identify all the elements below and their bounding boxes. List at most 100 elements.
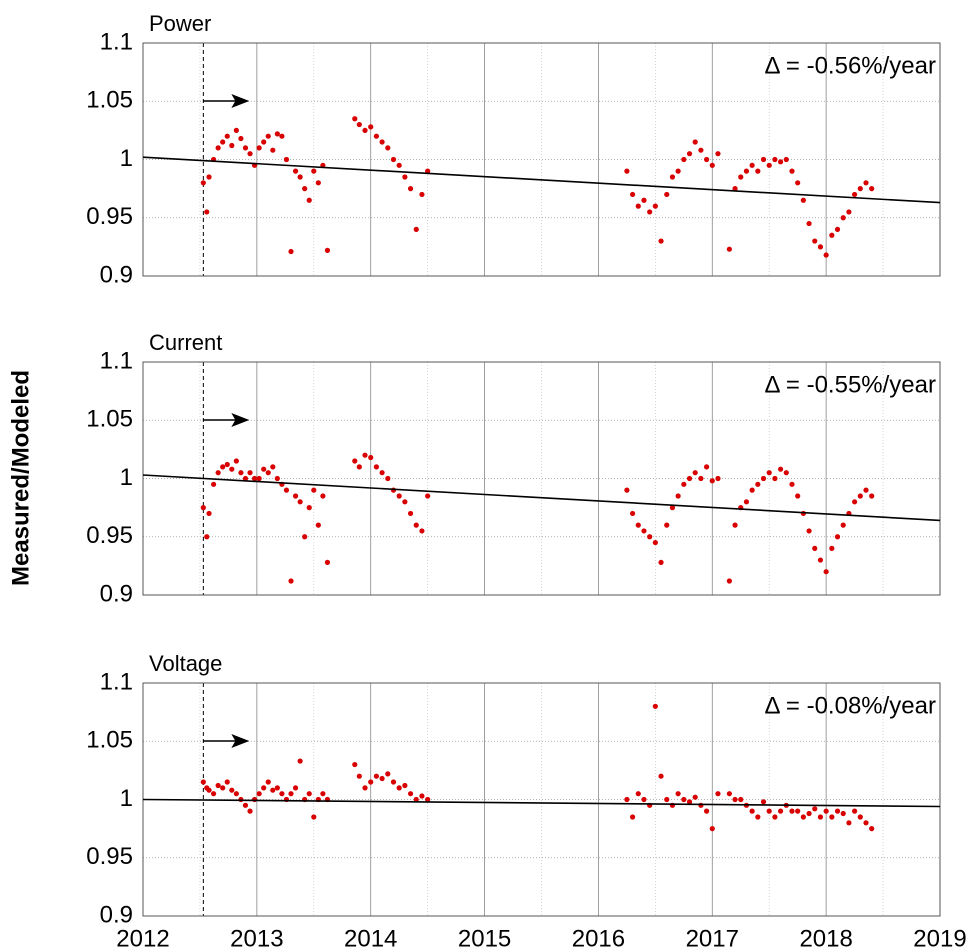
data-point bbox=[238, 796, 244, 803]
data-point bbox=[238, 135, 244, 142]
data-point bbox=[324, 247, 331, 253]
data-point bbox=[256, 791, 262, 797]
data-point bbox=[703, 156, 710, 163]
data-point bbox=[256, 475, 262, 482]
data-point bbox=[356, 773, 362, 779]
data-point bbox=[869, 493, 875, 499]
data-point bbox=[834, 226, 841, 232]
data-point bbox=[715, 151, 721, 157]
data-point bbox=[652, 203, 658, 209]
data-point bbox=[658, 773, 664, 779]
data-point bbox=[270, 464, 276, 470]
data-point bbox=[789, 808, 795, 814]
data-point bbox=[379, 775, 385, 782]
trend-line bbox=[142, 798, 941, 808]
data-point bbox=[834, 808, 841, 814]
data-point bbox=[698, 802, 704, 808]
data-point bbox=[829, 814, 835, 820]
data-point bbox=[766, 470, 772, 476]
panel-title: Voltage bbox=[149, 651, 222, 676]
data-point bbox=[200, 180, 206, 186]
data-point bbox=[641, 796, 647, 803]
data-point bbox=[379, 139, 385, 145]
y-tick-label: 1.1 bbox=[100, 347, 133, 374]
data-point bbox=[302, 186, 308, 192]
data-point bbox=[681, 796, 687, 803]
data-point bbox=[806, 810, 812, 817]
data-point bbox=[220, 464, 226, 470]
data-point bbox=[749, 487, 755, 493]
data-point bbox=[320, 493, 326, 499]
y-tick-label: 0.9 bbox=[100, 901, 133, 928]
data-point bbox=[624, 168, 630, 174]
data-point bbox=[846, 209, 852, 215]
data-point bbox=[206, 510, 212, 517]
arrow-head bbox=[231, 94, 250, 108]
trend-line bbox=[142, 474, 941, 522]
data-point bbox=[407, 186, 414, 192]
data-point bbox=[812, 806, 818, 812]
data-point bbox=[789, 168, 795, 174]
data-point bbox=[373, 464, 380, 470]
y-tick-label: 0.9 bbox=[100, 261, 133, 288]
data-point bbox=[261, 466, 267, 472]
data-point bbox=[265, 470, 271, 476]
data-point bbox=[629, 191, 636, 198]
data-point bbox=[658, 238, 664, 244]
data-point bbox=[270, 147, 276, 153]
data-point bbox=[857, 186, 863, 192]
data-point bbox=[204, 534, 210, 540]
y-tick-label: 0.95 bbox=[86, 843, 133, 870]
data-point bbox=[652, 703, 658, 709]
data-point bbox=[320, 791, 326, 797]
y-tick-label: 1.05 bbox=[86, 727, 133, 754]
data-point bbox=[732, 186, 738, 192]
data-point bbox=[311, 168, 317, 174]
y-axis-label: Measured/Modeled bbox=[7, 370, 34, 586]
panel-title: Current bbox=[149, 330, 222, 355]
data-point bbox=[857, 814, 863, 820]
x-tick-label: 2013 bbox=[230, 925, 283, 952]
data-point bbox=[778, 808, 784, 814]
data-point bbox=[368, 124, 374, 130]
data-point bbox=[233, 791, 239, 797]
data-point bbox=[425, 493, 431, 499]
data-point bbox=[288, 791, 294, 797]
data-point bbox=[224, 461, 230, 468]
data-point bbox=[247, 808, 253, 814]
data-point bbox=[852, 808, 858, 814]
data-point bbox=[385, 771, 391, 777]
data-point bbox=[356, 121, 362, 128]
panel-title: Power bbox=[149, 11, 211, 36]
data-point bbox=[629, 814, 636, 820]
data-point bbox=[681, 156, 687, 163]
y-tick-label: 0.9 bbox=[100, 580, 133, 607]
x-tick-label: 2015 bbox=[458, 925, 511, 952]
data-point bbox=[215, 782, 221, 789]
data-point bbox=[265, 133, 271, 139]
data-point bbox=[292, 168, 299, 174]
data-point bbox=[709, 162, 715, 168]
arrow-head bbox=[231, 413, 250, 427]
data-point bbox=[852, 499, 858, 505]
data-point bbox=[686, 475, 693, 482]
data-point bbox=[817, 557, 824, 563]
data-point bbox=[402, 499, 408, 505]
data-point bbox=[215, 470, 221, 476]
y-tick-label: 1 bbox=[120, 145, 133, 172]
data-point bbox=[743, 499, 750, 505]
data-point bbox=[778, 159, 784, 165]
data-point bbox=[709, 826, 715, 832]
x-tick-label: 2019 bbox=[913, 925, 966, 952]
data-point bbox=[760, 799, 767, 805]
data-point bbox=[425, 796, 431, 803]
data-point bbox=[379, 470, 385, 476]
data-point bbox=[302, 534, 308, 540]
data-point bbox=[664, 522, 670, 528]
data-point bbox=[698, 147, 704, 153]
data-point bbox=[419, 528, 425, 534]
data-point bbox=[324, 559, 331, 565]
data-point bbox=[647, 209, 653, 215]
data-point bbox=[783, 156, 789, 163]
